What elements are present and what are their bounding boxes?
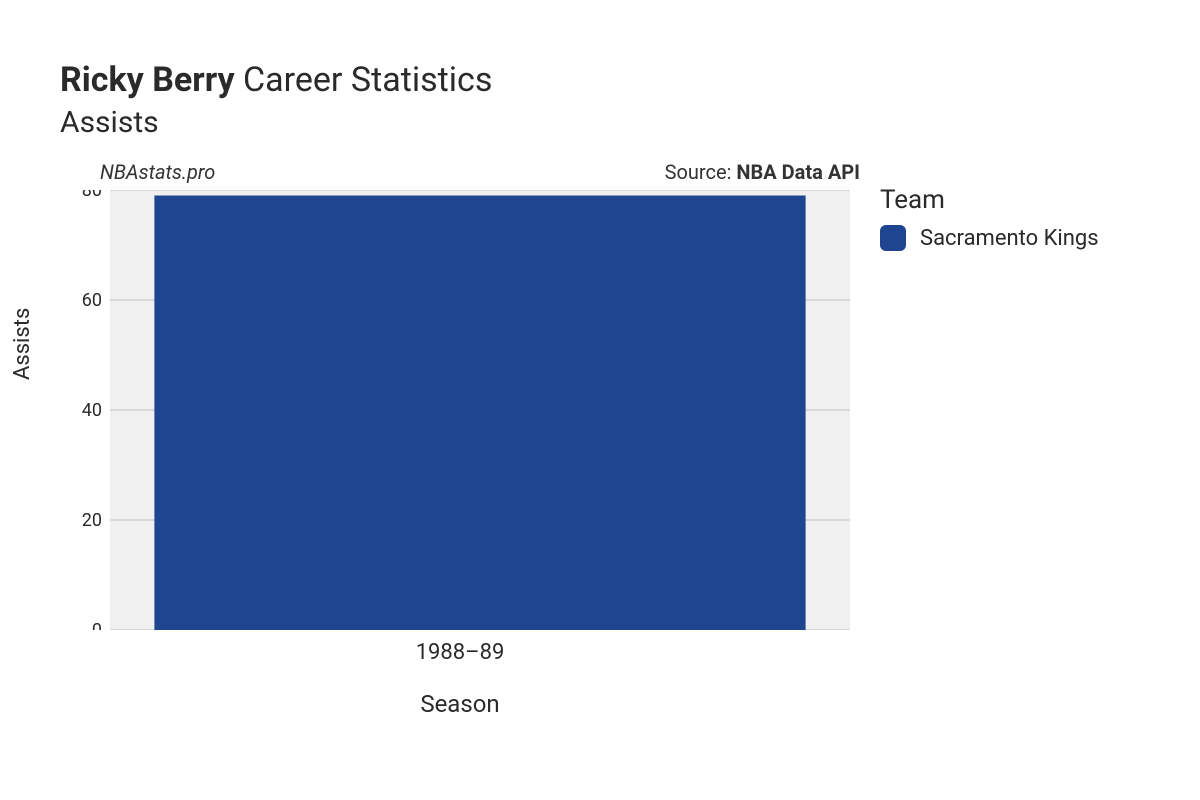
x-axis-label: Season bbox=[60, 690, 860, 718]
site-name: NBAstats.pro bbox=[100, 160, 215, 184]
y-axis-label: Assists bbox=[10, 308, 35, 380]
svg-text:60: 60 bbox=[82, 290, 102, 311]
player-name: Ricky Berry bbox=[60, 60, 235, 100]
chart-area: 0 20 40 60 80 bbox=[60, 190, 860, 630]
svg-text:20: 20 bbox=[82, 510, 102, 531]
source-label: Source: NBA Data API bbox=[665, 160, 860, 184]
legend-title: Team bbox=[880, 185, 1099, 215]
legend-swatch-icon bbox=[880, 225, 906, 251]
chart-subtitle: Assists bbox=[60, 105, 492, 140]
attribution-row: NBAstats.pro Source: NBA Data API bbox=[100, 160, 860, 184]
svg-text:40: 40 bbox=[82, 400, 102, 421]
chart-title: Ricky Berry Career Statistics bbox=[60, 60, 492, 101]
source-name: NBA Data API bbox=[736, 160, 860, 184]
legend: Team Sacramento Kings bbox=[880, 185, 1099, 251]
svg-text:80: 80 bbox=[82, 190, 102, 201]
x-category-label: 1988–89 bbox=[60, 640, 860, 665]
title-suffix: Career Statistics bbox=[243, 60, 492, 100]
svg-text:0: 0 bbox=[92, 620, 102, 630]
legend-item-label: Sacramento Kings bbox=[920, 226, 1099, 251]
source-prefix: Source: bbox=[665, 160, 737, 184]
bar-chart-svg: 0 20 40 60 80 bbox=[60, 190, 860, 630]
legend-item: Sacramento Kings bbox=[880, 225, 1099, 251]
chart-title-block: Ricky Berry Career Statistics Assists bbox=[60, 60, 492, 140]
